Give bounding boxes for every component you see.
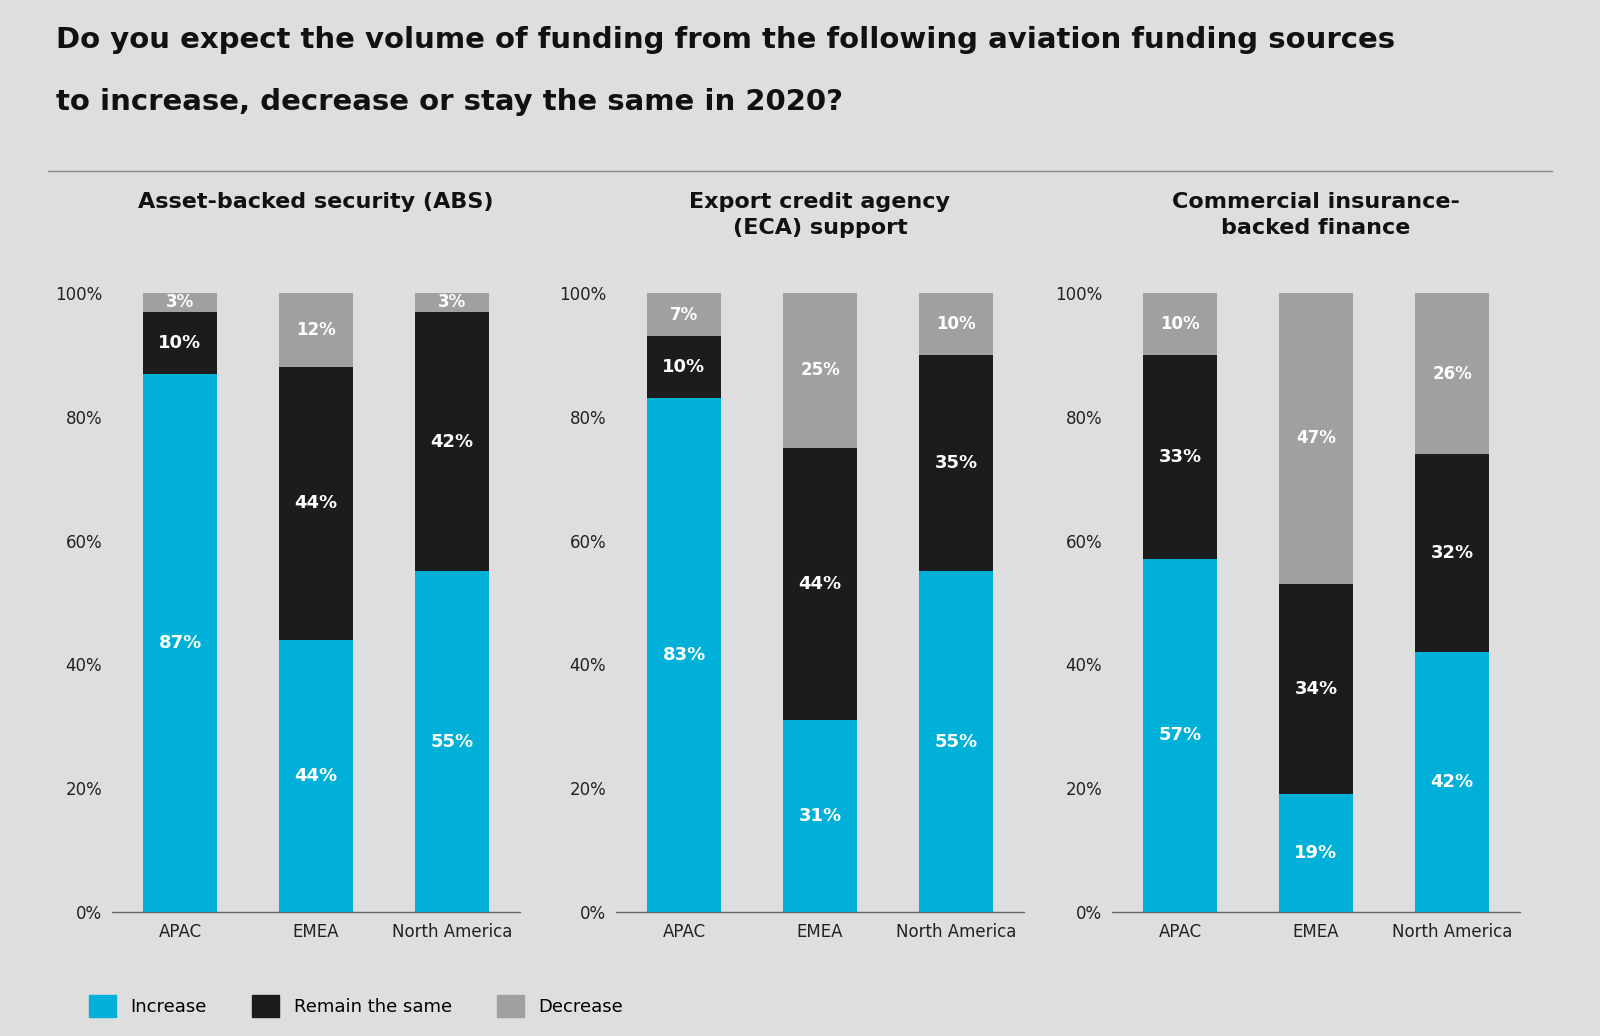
Text: 26%: 26% (1432, 365, 1472, 382)
Text: 3%: 3% (438, 293, 466, 312)
Text: 19%: 19% (1294, 844, 1338, 862)
Text: 10%: 10% (936, 315, 976, 333)
Text: 32%: 32% (1430, 544, 1474, 562)
Text: 44%: 44% (294, 494, 338, 513)
Bar (646, 293, 722, 337)
Bar (918, 293, 994, 355)
Text: 7%: 7% (670, 306, 698, 323)
Bar (142, 293, 218, 312)
Bar (1414, 652, 1490, 912)
Text: 3%: 3% (166, 293, 194, 312)
Bar (1142, 559, 1218, 912)
Text: 44%: 44% (798, 575, 842, 593)
Bar (1278, 584, 1354, 795)
Text: 55%: 55% (430, 732, 474, 750)
Text: 10%: 10% (662, 358, 706, 376)
Text: Do you expect the volume of funding from the following aviation funding sources: Do you expect the volume of funding from… (56, 26, 1395, 54)
Text: to increase, decrease or stay the same in 2020?: to increase, decrease or stay the same i… (56, 88, 843, 116)
Text: 83%: 83% (662, 646, 706, 664)
Text: 25%: 25% (800, 362, 840, 379)
Bar (646, 398, 722, 912)
Text: 31%: 31% (798, 807, 842, 825)
Bar (1414, 293, 1490, 454)
Text: 42%: 42% (1430, 773, 1474, 790)
Text: 10%: 10% (1160, 315, 1200, 333)
Text: 87%: 87% (158, 634, 202, 652)
Text: 34%: 34% (1294, 680, 1338, 698)
Bar (142, 312, 218, 374)
Text: 33%: 33% (1158, 448, 1202, 466)
Legend: Increase, Remain the same, Decrease: Increase, Remain the same, Decrease (90, 995, 622, 1016)
Bar (646, 337, 722, 398)
Bar (1142, 293, 1218, 355)
Text: Commercial insurance-
backed finance: Commercial insurance- backed finance (1173, 192, 1459, 238)
Bar (1278, 293, 1354, 584)
Text: 44%: 44% (294, 767, 338, 784)
Bar (414, 572, 490, 912)
Bar (278, 293, 354, 368)
Text: Export credit agency
(ECA) support: Export credit agency (ECA) support (690, 192, 950, 238)
Bar (142, 374, 218, 912)
Text: Asset-backed security (ABS): Asset-backed security (ABS) (138, 192, 494, 211)
Bar (278, 639, 354, 912)
Text: 47%: 47% (1296, 430, 1336, 448)
Text: 57%: 57% (1158, 726, 1202, 745)
Bar (1278, 795, 1354, 912)
Bar (918, 355, 994, 572)
Bar (782, 293, 858, 448)
Bar (278, 368, 354, 639)
Text: 35%: 35% (934, 454, 978, 472)
Bar (918, 572, 994, 912)
Text: 10%: 10% (158, 334, 202, 351)
Bar (414, 312, 490, 572)
Text: 12%: 12% (296, 321, 336, 339)
Text: 42%: 42% (430, 433, 474, 451)
Text: 55%: 55% (934, 732, 978, 750)
Bar (1142, 355, 1218, 559)
Bar (782, 448, 858, 720)
Bar (414, 293, 490, 312)
Bar (782, 720, 858, 912)
Bar (1414, 454, 1490, 652)
